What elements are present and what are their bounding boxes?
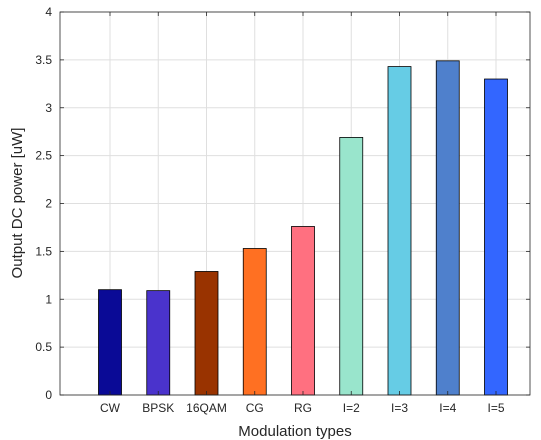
x-tick-label: CW [100, 401, 121, 415]
y-tick-label: 2 [45, 197, 52, 211]
x-tick-label: I=2 [343, 401, 360, 415]
y-tick-label: 1 [45, 292, 52, 306]
x-tick-label: I=3 [391, 401, 408, 415]
y-tick-label: 0.5 [35, 340, 52, 354]
bar-i-2 [339, 137, 364, 396]
y-tick-label: 3 [45, 101, 52, 115]
x-axis-title: Modulation types [238, 423, 351, 440]
bar-cw [98, 289, 122, 396]
bar-i-4 [435, 60, 460, 396]
bar-i-5 [484, 78, 508, 396]
bar-cg [242, 248, 267, 396]
y-tick-label: 2.5 [35, 149, 52, 163]
y-tick-label: 0 [45, 388, 52, 402]
x-tick-label: I=4 [439, 401, 456, 415]
x-axis-ticks: CW BPSK 16QAM CG RG I=2 I=3 I=4 I=5 [100, 12, 505, 415]
y-axis-ticks: 0 0.5 1 1.5 2 2.5 3 3.5 4 [35, 5, 530, 402]
x-tick-label: 16QAM [186, 401, 227, 415]
bar-rg [291, 226, 315, 396]
x-tick-label: BPSK [142, 401, 174, 415]
y-tick-label: 3.5 [35, 53, 52, 67]
y-tick-label: 4 [45, 5, 52, 19]
x-tick-label: RG [294, 401, 312, 415]
bars [98, 60, 508, 396]
x-tick-label: CG [246, 401, 264, 415]
bar-16qam [194, 271, 219, 396]
y-tick-label: 1.5 [35, 244, 52, 258]
bar-bpsk [146, 290, 171, 396]
x-tick-label: I=5 [487, 401, 504, 415]
y-axis-title: Output DC power [uW] [9, 128, 26, 279]
bar-i-3 [387, 66, 412, 396]
